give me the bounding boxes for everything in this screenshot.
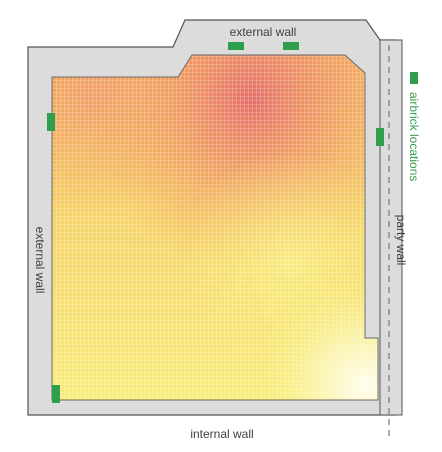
room-outline	[51, 54, 379, 401]
temperature-heatmap	[52, 55, 378, 400]
airbrick-top-1	[228, 42, 244, 50]
party-wall-strip	[379, 39, 403, 416]
legend-airbrick-locations: airbrick locations	[407, 92, 421, 181]
airbrick-left-2	[52, 385, 60, 403]
label-party-wall: party wall	[394, 215, 408, 266]
airbrick-top-2	[283, 42, 299, 50]
label-external-wall-top: external wall	[230, 25, 297, 39]
label-internal-wall: internal wall	[190, 427, 253, 441]
airbricks	[47, 42, 418, 403]
label-external-wall-left: external wall	[33, 227, 47, 294]
airbrick-legend-swatch	[410, 72, 418, 84]
airbrick-left-1	[47, 113, 55, 131]
airbrick-right-1	[376, 128, 384, 146]
